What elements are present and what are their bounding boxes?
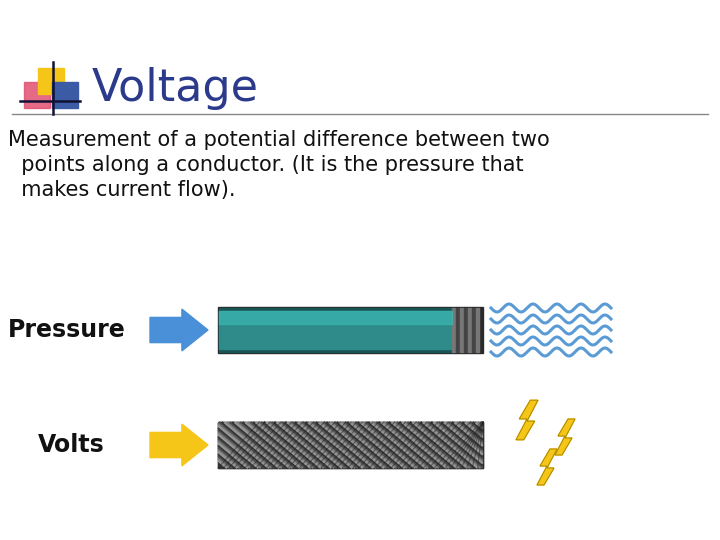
Text: Voltage: Voltage [92, 66, 259, 110]
Bar [456, 308, 459, 352]
Bar [218, 422, 483, 468]
Text: points along a conductor. (It is the pressure that: points along a conductor. (It is the pre… [8, 155, 523, 175]
Bar [218, 307, 483, 353]
Bar [52, 82, 78, 108]
Text: makes current flow).: makes current flow). [8, 180, 235, 200]
Bar [472, 308, 475, 352]
Polygon shape [516, 400, 538, 440]
Bar [219, 311, 452, 349]
Bar [24, 82, 50, 108]
Bar [468, 308, 471, 352]
Polygon shape [150, 424, 208, 466]
Polygon shape [537, 449, 557, 485]
Bar [464, 308, 467, 352]
Bar [219, 308, 452, 352]
Bar [460, 308, 463, 352]
Bar [219, 311, 452, 325]
Text: Measurement of a potential difference between two: Measurement of a potential difference be… [8, 130, 550, 150]
Text: Pressure: Pressure [8, 318, 126, 342]
Polygon shape [555, 419, 575, 455]
Bar [218, 422, 483, 468]
Polygon shape [150, 309, 208, 351]
Bar [452, 308, 455, 352]
Bar [476, 308, 479, 352]
Bar [38, 68, 64, 94]
Text: Volts: Volts [38, 433, 104, 457]
